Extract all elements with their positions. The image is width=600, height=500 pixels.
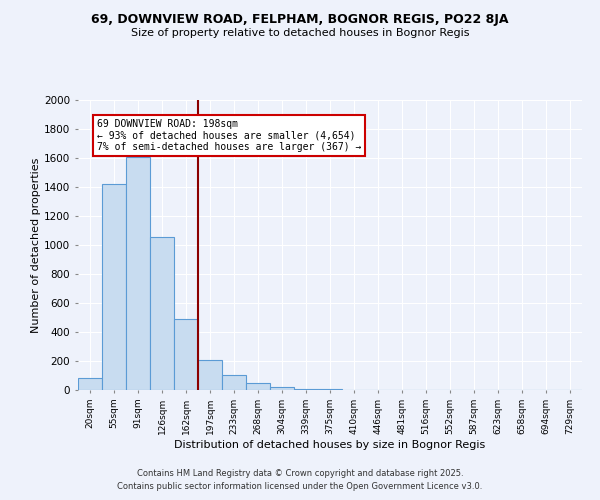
Bar — [102, 184, 126, 390]
Bar — [126, 156, 150, 390]
Text: 69, DOWNVIEW ROAD, FELPHAM, BOGNOR REGIS, PO22 8JA: 69, DOWNVIEW ROAD, FELPHAM, BOGNOR REGIS… — [91, 12, 509, 26]
Text: 69 DOWNVIEW ROAD: 198sqm
← 93% of detached houses are smaller (4,654)
7% of semi: 69 DOWNVIEW ROAD: 198sqm ← 93% of detach… — [97, 119, 362, 152]
Bar — [150, 237, 174, 390]
Text: Contains public sector information licensed under the Open Government Licence v3: Contains public sector information licen… — [118, 482, 482, 491]
Bar — [198, 360, 222, 390]
Bar — [222, 375, 246, 390]
Bar — [78, 378, 102, 390]
Bar — [270, 387, 294, 390]
Bar — [246, 384, 270, 390]
Bar — [294, 388, 318, 390]
Text: Contains HM Land Registry data © Crown copyright and database right 2025.: Contains HM Land Registry data © Crown c… — [137, 468, 463, 477]
Text: Size of property relative to detached houses in Bognor Regis: Size of property relative to detached ho… — [131, 28, 469, 38]
Bar — [174, 319, 198, 390]
X-axis label: Distribution of detached houses by size in Bognor Regis: Distribution of detached houses by size … — [175, 440, 485, 450]
Y-axis label: Number of detached properties: Number of detached properties — [31, 158, 41, 332]
